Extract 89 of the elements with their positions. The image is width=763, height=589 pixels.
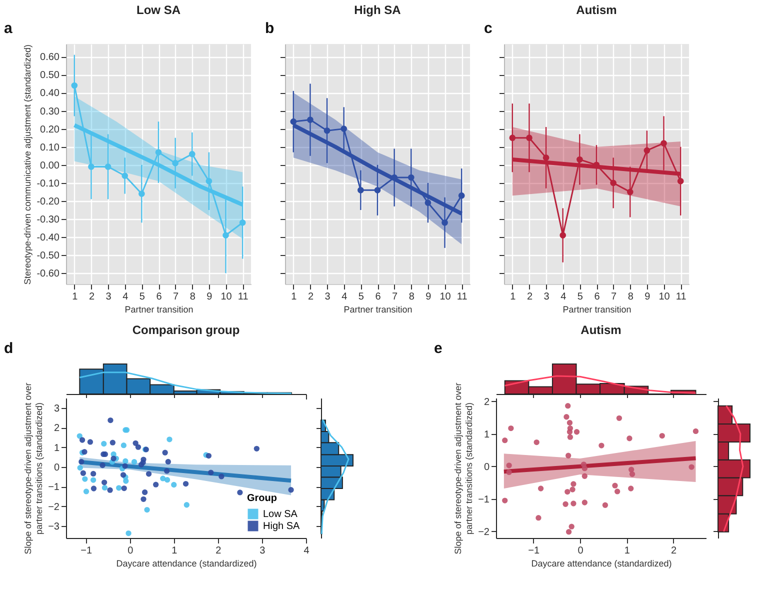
text: e <box>434 340 442 357</box>
text: b <box>265 20 274 37</box>
chart-title: Autism <box>580 323 622 337</box>
x-axis-title: Daycare attendance (standardized) <box>116 558 257 568</box>
x-tick-label: 2 <box>526 292 533 302</box>
x-tick-label: 10 <box>658 292 670 302</box>
y-tick-label: 0.50 <box>40 70 60 82</box>
chart-title: High SA <box>354 3 402 17</box>
y-tick-label: 2 <box>54 423 60 434</box>
x-tick-label: 8 <box>408 292 415 302</box>
x-tick-label: 7 <box>392 292 398 302</box>
x-tick-label: −1 <box>80 546 92 556</box>
x-tick-label: 3 <box>260 546 266 556</box>
x-tick-label: 3 <box>324 292 331 302</box>
x-tick-label: 4 <box>122 292 129 302</box>
y-tick-label: 0.00 <box>40 160 60 172</box>
y-tick-label: −1 <box>48 482 60 494</box>
y-tick-label: -0.50 <box>36 250 60 262</box>
x-tick-label: 10 <box>220 292 232 302</box>
x-tick-label: 6 <box>156 292 162 302</box>
x-tick-label: 4 <box>304 546 310 556</box>
y-axis-title: Stereotype-driven communicative adjustment (standardized) <box>22 44 33 285</box>
y-tick-label: −1 <box>478 494 490 506</box>
x-axis-title: Partner transition <box>562 304 632 314</box>
x-tick-label: 7 <box>611 292 618 302</box>
y-tick-label: −3 <box>48 522 60 533</box>
text: d <box>4 340 14 357</box>
y-tick-label: −2 <box>478 526 490 538</box>
x-tick-label: 0 <box>128 546 134 556</box>
y-tick-label: -0.40 <box>36 232 60 244</box>
text: a <box>4 20 13 37</box>
x-tick-label: 1 <box>510 292 516 302</box>
x-tick-label: 2 <box>216 546 222 556</box>
x-tick-label: −1 <box>528 546 540 556</box>
y-tick-label: 0.40 <box>40 88 60 100</box>
y-tick-label: 0 <box>484 462 490 473</box>
y-axis-title: Slope of stereotype-driven adjustment over partner transitions (standardized) <box>453 382 474 554</box>
y-tick-label: 1 <box>484 429 490 440</box>
x-tick-label: 5 <box>577 292 584 302</box>
y-tick-label: -0.20 <box>36 196 60 208</box>
x-tick-label: 11 <box>238 292 249 302</box>
y-tick-label: 0.20 <box>40 124 60 136</box>
x-tick-label: 2 <box>308 292 314 302</box>
legend-title: Group <box>247 493 277 504</box>
y-tick-label: 0.60 <box>40 52 60 64</box>
x-tick-label: 6 <box>375 292 382 302</box>
x-tick-label: 5 <box>358 292 364 302</box>
x-axis-title: Partner transition <box>344 304 412 314</box>
y-tick-label: -0.10 <box>36 178 60 190</box>
x-tick-label: 11 <box>456 292 468 302</box>
text: c <box>484 20 492 37</box>
x-tick-label: 4 <box>342 292 348 302</box>
y-tick-label: −2 <box>48 502 60 513</box>
x-tick-label: 3 <box>106 292 112 302</box>
chart-title: Comparison group <box>132 323 240 337</box>
x-tick-label: 9 <box>206 292 213 302</box>
x-tick-label: 2 <box>671 546 678 556</box>
x-tick-label: 3 <box>544 292 550 302</box>
x-tick-label: 9 <box>426 292 432 302</box>
y-tick-label: 3 <box>54 403 60 414</box>
y-tick-label: 1 <box>54 442 60 454</box>
x-tick-label: 8 <box>190 292 196 302</box>
chart-title: Low SA <box>136 3 181 17</box>
x-tick-label: 8 <box>628 292 634 302</box>
x-tick-label: 4 <box>560 292 567 302</box>
x-tick-label: 1 <box>172 546 178 556</box>
x-tick-label: 0 <box>578 546 584 556</box>
y-tick-label: 2 <box>484 396 490 408</box>
y-tick-label: 0.10 <box>40 142 60 154</box>
y-tick-label: 0.30 <box>40 106 60 118</box>
x-axis-title: Partner transition <box>124 304 194 314</box>
x-tick-label: 1 <box>291 292 298 302</box>
x-tick-label: 7 <box>173 292 180 302</box>
x-tick-label: 1 <box>72 292 78 302</box>
x-tick-label: 1 <box>624 546 630 556</box>
y-axis-title: Slope of stereotype-driven adjustment over partner transitions (standardized) <box>23 382 44 554</box>
chart-title: Autism <box>576 3 617 17</box>
x-tick-label: 6 <box>594 292 600 302</box>
y-tick-label: -0.60 <box>36 268 60 280</box>
legend-label: High SA <box>263 521 300 532</box>
x-axis-title: Daycare attendance (standardized) <box>531 558 672 568</box>
x-tick-label: 9 <box>644 292 651 302</box>
y-tick-label: -0.30 <box>36 214 60 226</box>
y-tick-label: 0 <box>54 462 60 474</box>
x-tick-label: 11 <box>676 292 687 302</box>
x-tick-label: 10 <box>440 292 452 302</box>
legend-label: Low SA <box>263 509 298 520</box>
x-tick-label: 5 <box>139 292 146 302</box>
x-tick-label: 2 <box>88 292 95 302</box>
